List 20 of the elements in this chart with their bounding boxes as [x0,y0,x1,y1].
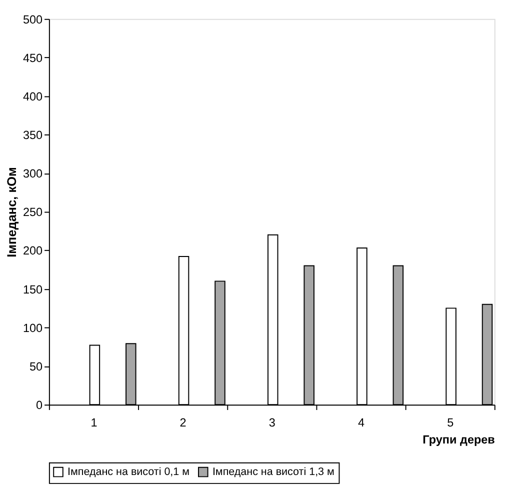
y-axis-title: Імпеданс, кОм [4,167,20,258]
y-tick-label: 250 [22,206,44,220]
y-tick-label: 300 [22,168,44,181]
legend-label: Імпеданс на висоті 0,1 м [68,466,190,478]
legend-label: Імпеданс на висоті 1,3 м [212,466,334,478]
y-tick-label: 50 [30,360,44,374]
y-tick-label: 200 [22,244,44,258]
x-tick-label: 5 [447,416,454,430]
x-tick-label: 2 [180,416,186,430]
x-tick-label: 4 [358,416,365,430]
y-tick-label: 400 [22,90,44,104]
y-tick-label: 450 [22,52,44,65]
x-tick-label: 3 [268,416,276,430]
y-tick-label: 500 [22,13,44,26]
y-tick-label: 150 [22,283,44,296]
y-tick-label: 350 [22,129,44,142]
x-tick-label: 1 [90,416,98,430]
y-tick-label: 100 [22,322,44,335]
y-tick-label: 0 [36,399,44,412]
x-axis-title: Групи дерев [422,433,495,446]
